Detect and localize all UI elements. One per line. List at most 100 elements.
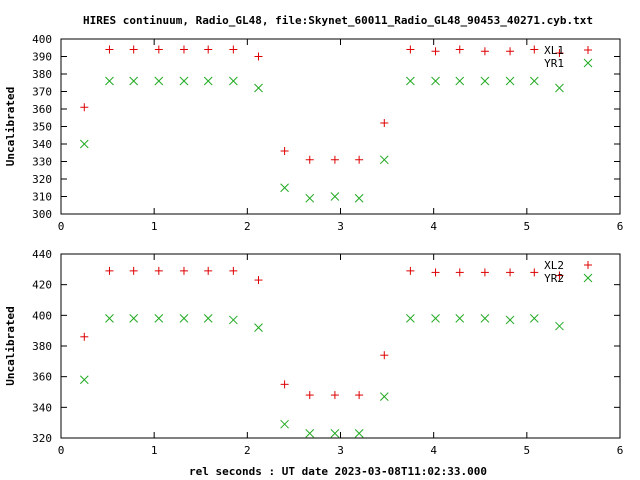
bottom-plot: 320 340 360 380 400 420 440 0 1 2 3 4 5 6 Uncalibrated… xyxy=(4,248,623,457)
data-point xyxy=(154,76,164,86)
x-tick-label: 5 xyxy=(524,444,531,457)
data-point xyxy=(305,391,314,400)
data-point xyxy=(354,429,364,438)
y-axis-label: Uncalibrated xyxy=(4,306,17,385)
y-tick-label: 340 xyxy=(32,401,52,414)
data-point xyxy=(330,155,339,164)
data-point xyxy=(280,147,289,155)
data-point xyxy=(105,76,114,86)
data-point xyxy=(480,314,490,323)
data-point xyxy=(280,380,289,389)
y-tick-label: 400 xyxy=(32,33,52,46)
top-plot: 300 310 320 330 340 350 360 370 380 390 400 0 1 2 3 4 5 6… xyxy=(4,33,623,233)
data-point xyxy=(254,83,263,93)
data-point xyxy=(305,193,315,203)
data-point xyxy=(330,391,339,400)
data-point xyxy=(555,321,564,331)
x-tick-label: 0 xyxy=(58,220,65,233)
data-point xyxy=(555,49,564,57)
y-tick-label: 320 xyxy=(32,173,52,186)
data-point xyxy=(179,45,188,54)
y-tick-label: 350 xyxy=(32,121,52,134)
data-point xyxy=(431,76,440,86)
data-point xyxy=(79,375,89,385)
data-point xyxy=(379,392,389,401)
data-point xyxy=(330,192,340,201)
data-point xyxy=(529,314,539,323)
y-tick-label: 320 xyxy=(32,432,52,445)
legend-label: XL1 xyxy=(544,44,564,57)
data-point xyxy=(229,266,238,275)
x-tick-label: 6 xyxy=(617,444,624,457)
data-point xyxy=(179,76,189,86)
data-point xyxy=(455,314,465,323)
data-point xyxy=(80,103,89,112)
y-tick-label: 380 xyxy=(32,68,52,81)
x-tick-label: 5 xyxy=(524,220,531,233)
y-tick-label: 400 xyxy=(32,309,52,322)
x-tick-label: 3 xyxy=(337,220,344,233)
y-tick-label: 330 xyxy=(32,156,52,169)
data-point xyxy=(105,314,114,323)
plot-frame xyxy=(60,253,621,439)
y-tick-label: 300 xyxy=(32,208,52,221)
data-point xyxy=(505,315,515,325)
data-point xyxy=(480,268,489,277)
data-point xyxy=(179,266,188,275)
data-point xyxy=(80,332,89,341)
legend-marker xyxy=(584,261,592,269)
y-tick-label: 440 xyxy=(32,248,52,261)
data-point xyxy=(254,52,263,61)
y-tick-label: 340 xyxy=(32,138,52,151)
data-point xyxy=(506,47,515,56)
data-point xyxy=(229,45,238,54)
legend-marker xyxy=(584,46,592,54)
legend-marker xyxy=(583,58,593,68)
data-point xyxy=(431,47,440,56)
x-tick-label: 0 xyxy=(58,444,65,457)
x-tick-label: 1 xyxy=(151,444,158,457)
y-tick-label: 310 xyxy=(32,191,52,204)
data-point xyxy=(480,47,489,56)
data-point xyxy=(203,314,213,323)
data-point xyxy=(355,391,364,400)
data-point xyxy=(530,45,539,54)
data-point xyxy=(79,139,89,149)
data-point xyxy=(455,76,465,86)
data-point xyxy=(529,76,539,86)
data-point xyxy=(129,76,139,86)
data-point xyxy=(105,266,114,275)
data-point xyxy=(129,314,139,323)
y-axis-label: Uncalibrated xyxy=(4,87,17,166)
data-point xyxy=(379,155,389,165)
x-tick-label: 1 xyxy=(151,220,158,233)
x-tick-label: 2 xyxy=(244,444,251,457)
y-tick-label: 390 xyxy=(32,51,52,64)
chart-title: HIRES continuum, Radio_GL48, file:Skynet… xyxy=(83,14,593,27)
x-tick-label: 2 xyxy=(244,220,251,233)
data-point xyxy=(254,323,263,332)
y-tick-label: 360 xyxy=(32,371,52,384)
data-point xyxy=(154,314,164,323)
legend-marker xyxy=(583,273,593,283)
x-tick-label: 3 xyxy=(337,444,344,457)
data-point xyxy=(380,119,389,127)
y-tick-label: 420 xyxy=(32,279,52,292)
x-axis-label: rel seconds : UT date 2023-03-08T11:02:3… xyxy=(189,465,487,478)
data-point xyxy=(179,314,189,323)
x-tick-label: 4 xyxy=(430,220,437,233)
data-point xyxy=(203,76,213,86)
data-point xyxy=(530,268,539,277)
data-point xyxy=(330,429,340,438)
data-point xyxy=(406,266,415,275)
data-point xyxy=(204,45,213,54)
data-point xyxy=(154,266,163,275)
y-tick-label: 360 xyxy=(32,103,52,116)
data-point xyxy=(380,351,389,360)
x-tick-label: 6 xyxy=(617,220,624,233)
x-tick-label: 4 xyxy=(430,444,437,457)
data-point xyxy=(280,183,289,193)
data-point xyxy=(254,276,263,285)
data-point xyxy=(154,45,163,54)
